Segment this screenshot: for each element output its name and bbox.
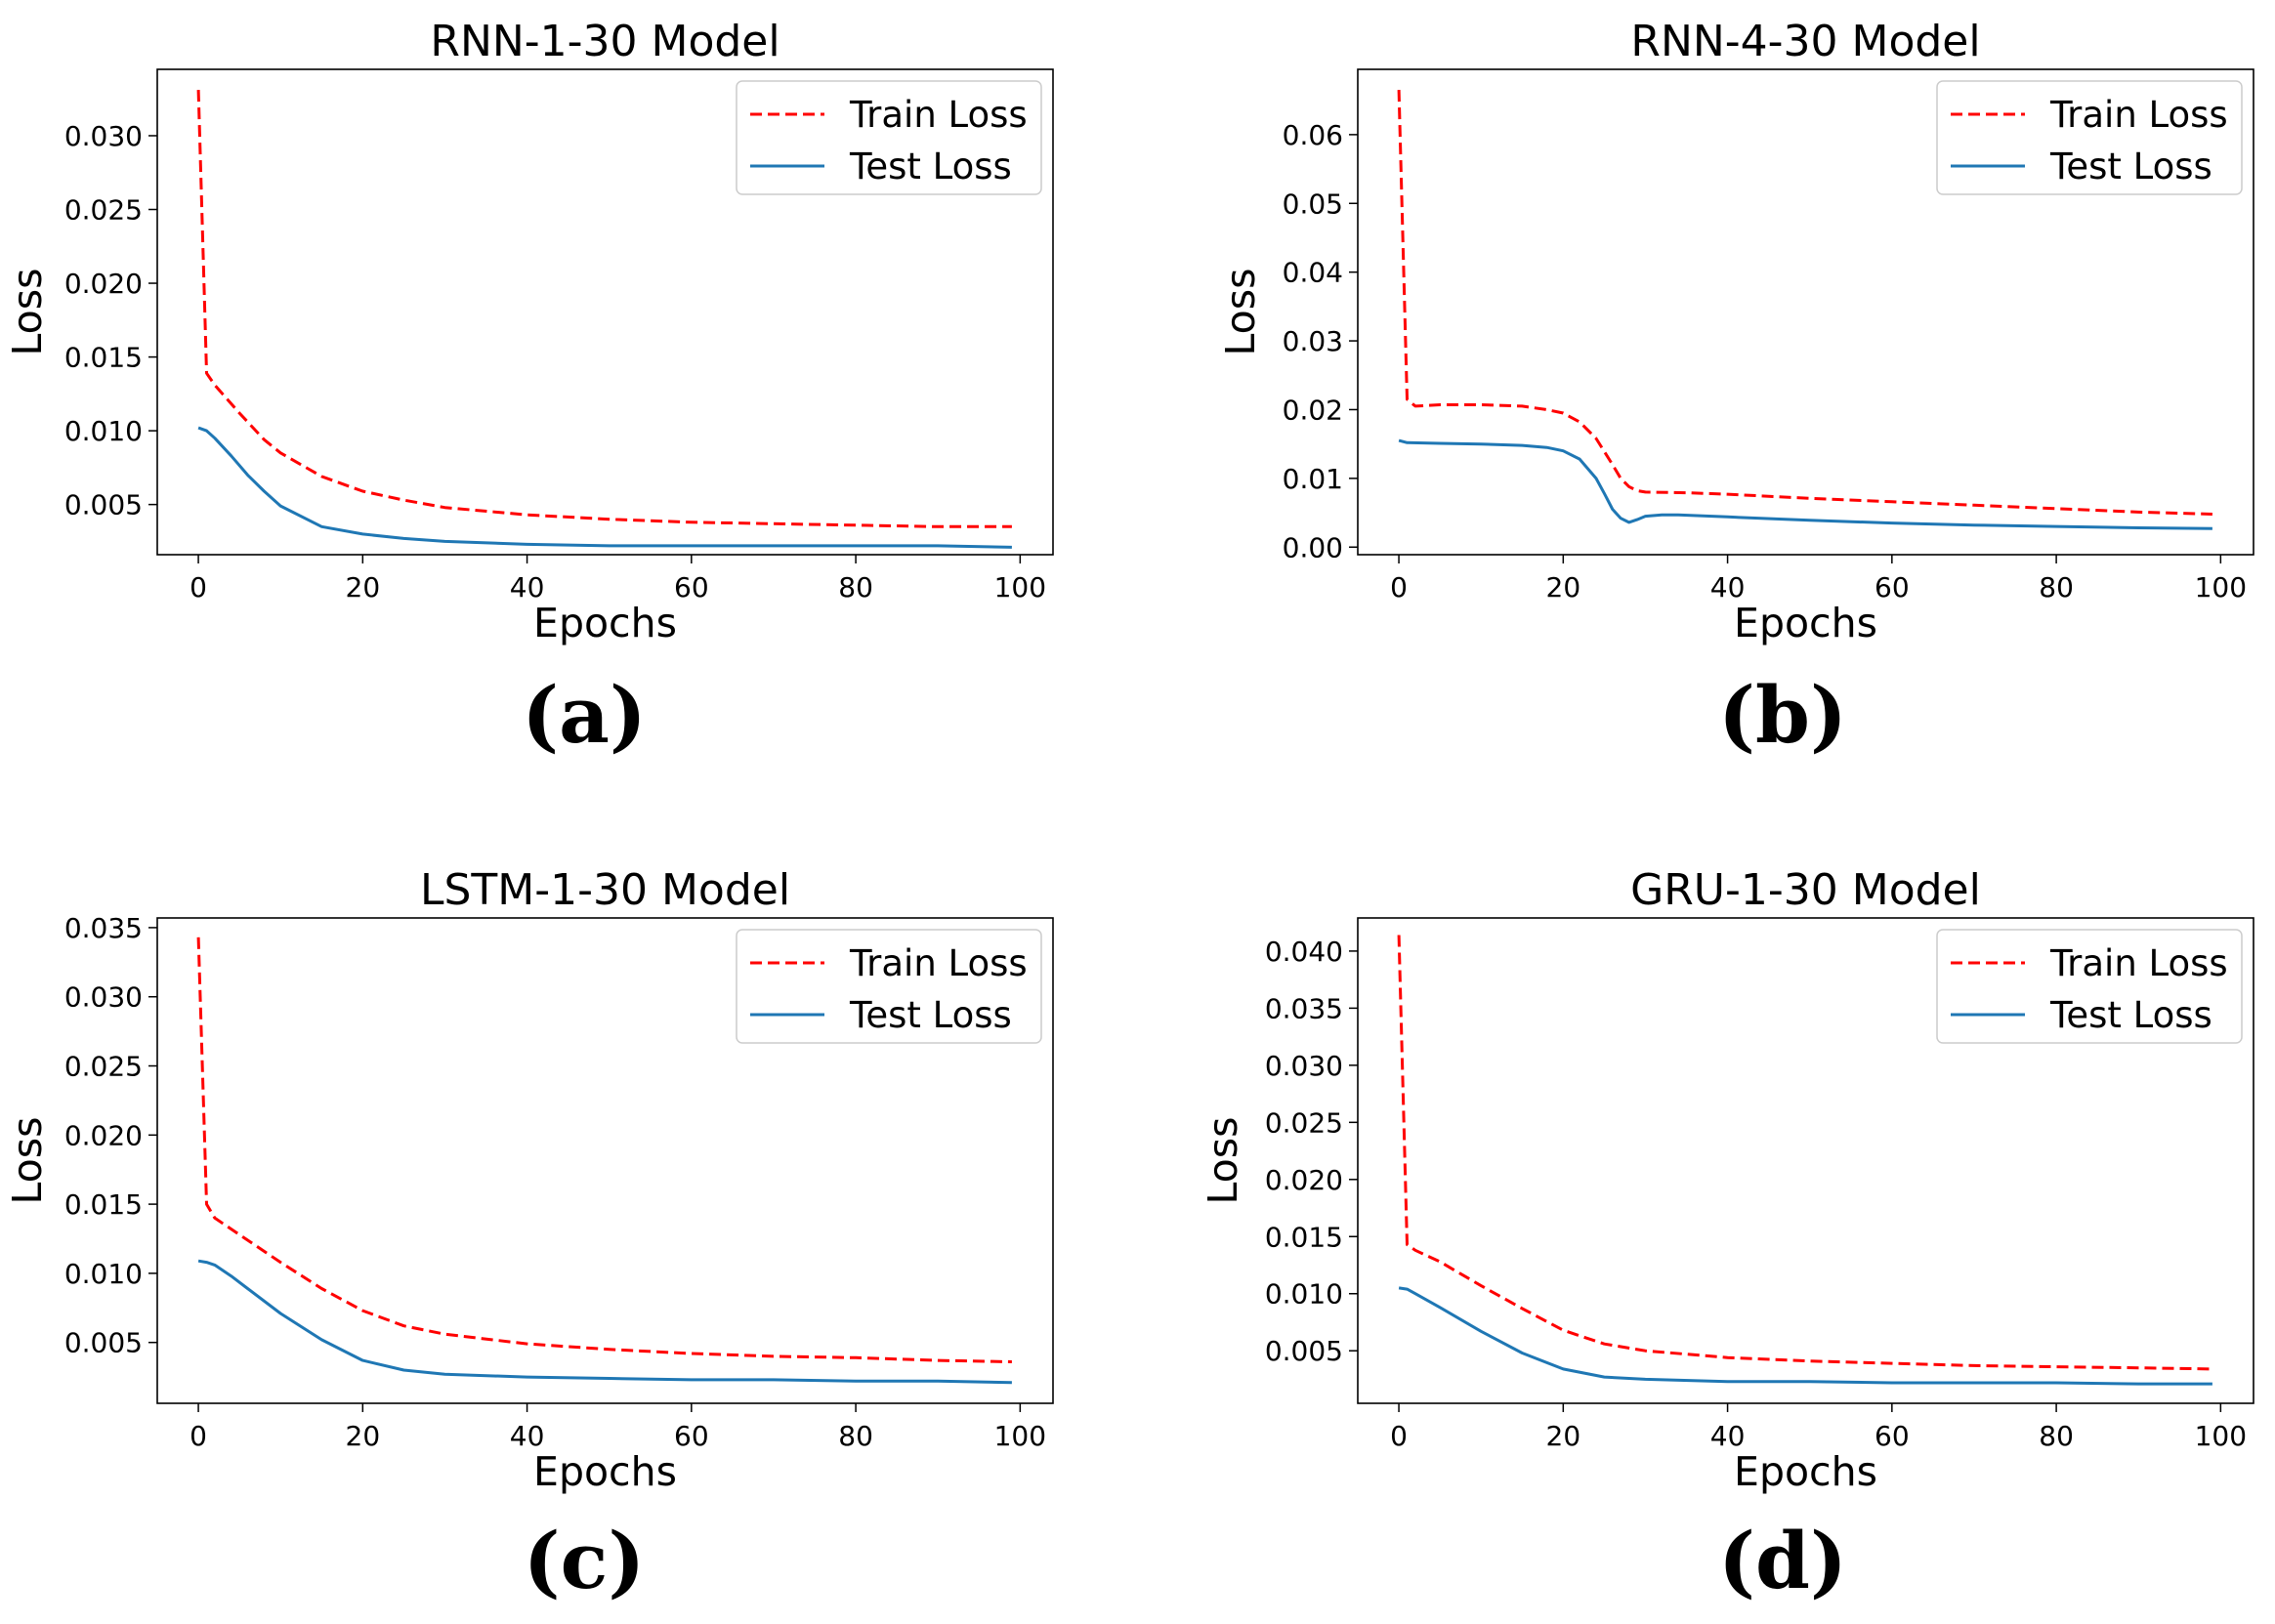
chart-title: GRU-1-30 Model (1630, 865, 1981, 915)
legend-test-label: Test Loss (2049, 146, 2212, 187)
y-tick-label: 0.025 (64, 1051, 143, 1083)
y-axis-label: Loss (4, 1117, 51, 1205)
x-tick-label: 0 (1390, 1420, 1408, 1452)
y-tick-label: 0.030 (64, 120, 143, 152)
panel-a: RNN-1-30 Model 0 20 40 60 80 100 0.005 0.010 0.01… (4, 17, 1054, 646)
y-tick-label: 0.040 (1265, 936, 1343, 968)
y-tick-label: 0.020 (1265, 1164, 1343, 1196)
x-tick-label: 80 (838, 571, 873, 604)
train-loss-line (196, 90, 1012, 528)
test-loss-line (1398, 1286, 2212, 1386)
train-loss-line (1397, 935, 2212, 1371)
y-tick-label: 0.03 (1283, 325, 1343, 357)
x-tick-label: 40 (1710, 571, 1746, 604)
x-tick-label: 0 (190, 571, 207, 604)
y-tick-label: 0.025 (64, 194, 143, 227)
legend-test-label: Test Loss (2049, 994, 2212, 1036)
legend-train-label: Train Loss (849, 942, 1028, 984)
x-tick-label: 100 (2195, 571, 2247, 604)
y-tick-label: 0.015 (1265, 1221, 1343, 1253)
x-tick-label: 60 (674, 571, 709, 604)
panel-d: GRU-1-30 Model 0 20 40 60 80 100 0.005 0.010 0.01… (1200, 865, 2254, 1495)
y-tick-label: 0.06 (1283, 119, 1343, 151)
chart-title: LSTM-1-30 Model (420, 865, 790, 915)
caption-d: (d) (1718, 1515, 1847, 1606)
x-tick-label: 20 (1546, 571, 1581, 604)
x-tick-label: 20 (1546, 1420, 1581, 1452)
y-tick-label: 0.04 (1283, 257, 1343, 289)
chart-title: RNN-4-30 Model (1630, 17, 1980, 66)
legend-train-label: Train Loss (2049, 94, 2228, 136)
test-loss-line (1398, 438, 2212, 530)
x-tick-label: 80 (838, 1420, 873, 1452)
y-tick-label: 0.020 (64, 268, 143, 300)
x-axis-label: Epochs (533, 1448, 677, 1495)
test-loss-line (197, 1259, 1012, 1385)
y-tick-label: 0.010 (1265, 1278, 1343, 1311)
panel-c: LSTM-1-30 Model 0 20 40 60 80 100 0.005 0.010 0.0… (4, 865, 1054, 1495)
x-axis-label: Epochs (1734, 1448, 1877, 1495)
caption-c: (c) (524, 1515, 645, 1606)
y-tick-label: 0.02 (1283, 394, 1343, 426)
y-tick-label: 0.005 (64, 489, 143, 521)
y-axis-label: Loss (1200, 1117, 1246, 1205)
x-tick-label: 0 (190, 1420, 207, 1452)
x-tick-label: 60 (1875, 571, 1910, 604)
x-tick-label: 100 (994, 571, 1046, 604)
y-tick-label: 0.015 (64, 1188, 143, 1221)
legend-test-label: Test Loss (849, 994, 1012, 1036)
x-tick-label: 20 (346, 1420, 381, 1452)
plot-frame (156, 917, 1054, 1404)
y-tick-label: 0.05 (1283, 187, 1343, 220)
plot-frame (156, 68, 1054, 556)
plot-frame (1357, 917, 2254, 1404)
y-tick-label: 0.005 (64, 1327, 143, 1359)
y-tick-label: 0.00 (1283, 531, 1343, 563)
panel-b: RNN-4-30 Model 0 20 40 60 80 100 0.00 0.01 0.02 0.… (1217, 17, 2254, 646)
y-axis-label: Loss (1217, 269, 1264, 356)
legend-test-label: Test Loss (849, 146, 1012, 187)
x-tick-label: 80 (2039, 1420, 2074, 1452)
y-tick-label: 0.01 (1283, 463, 1343, 495)
x-axis-label: Epochs (533, 600, 677, 646)
y-axis-label: Loss (4, 269, 51, 356)
x-tick-label: 100 (994, 1420, 1046, 1452)
chart-title: RNN-1-30 Model (430, 17, 779, 66)
x-tick-label: 40 (510, 1420, 545, 1452)
y-tick-label: 0.020 (64, 1119, 143, 1151)
legend-train-label: Train Loss (2049, 942, 2228, 984)
x-tick-label: 0 (1390, 571, 1408, 604)
train-loss-line (1397, 90, 2212, 516)
x-tick-label: 20 (346, 571, 381, 604)
x-tick-label: 80 (2039, 571, 2074, 604)
y-tick-label: 0.030 (1265, 1050, 1343, 1082)
plot-frame (1357, 68, 2254, 556)
caption-b: (b) (1718, 669, 1847, 761)
test-loss-line (197, 426, 1012, 549)
x-axis-label: Epochs (1734, 600, 1877, 646)
legend-train-label: Train Loss (849, 94, 1028, 136)
caption-a: (a) (522, 669, 647, 761)
y-tick-label: 0.010 (64, 1258, 143, 1290)
y-tick-label: 0.025 (1265, 1106, 1343, 1139)
x-tick-label: 60 (674, 1420, 709, 1452)
x-tick-label: 100 (2195, 1420, 2247, 1452)
y-tick-label: 0.035 (64, 912, 143, 944)
y-tick-label: 0.010 (64, 415, 143, 447)
y-tick-label: 0.035 (1265, 992, 1343, 1024)
x-tick-label: 40 (1710, 1420, 1746, 1452)
y-tick-label: 0.015 (64, 342, 143, 374)
x-tick-label: 40 (510, 571, 545, 604)
y-tick-label: 0.005 (1265, 1335, 1343, 1367)
y-tick-label: 0.030 (64, 981, 143, 1014)
x-tick-label: 60 (1875, 1420, 1910, 1452)
train-loss-line (196, 937, 1012, 1363)
